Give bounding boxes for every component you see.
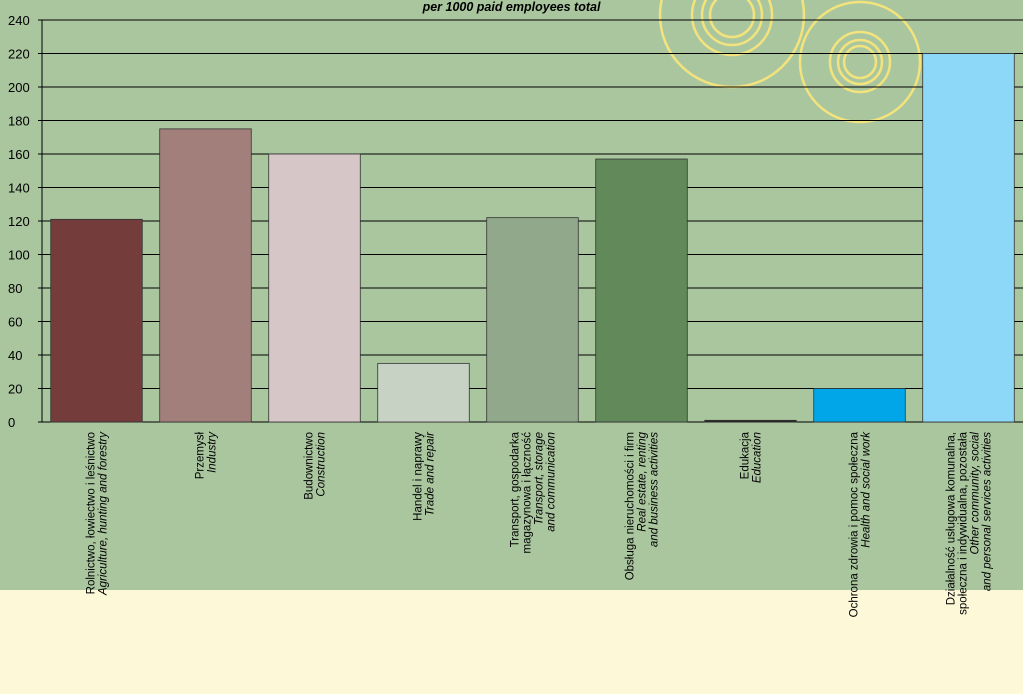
category-label-en: Construction (316, 432, 328, 497)
x-tick-label: Rolnictwo, łowiectwo i leśnictwo Agricult… (86, 431, 110, 596)
category-label-pl: Edukacja (740, 431, 752, 479)
y-tick-label: 140 (8, 181, 30, 196)
category-label-en: Real estate, renting (637, 431, 649, 531)
y-tick-label: 220 (8, 47, 30, 62)
y-tick-label: 0 (8, 415, 15, 430)
category-label-pl: Obsługa nieruchomości i firm (625, 432, 637, 580)
y-axis: 0 20 40 60 80 100 120 140 160 180 200 220 240 (8, 13, 43, 430)
category-label-en: and communication (546, 432, 558, 532)
category-label-pl: Rolnictwo, łowiectwo i leśnictwo (86, 432, 98, 594)
footer-band (0, 590, 1023, 694)
gears-icon (658, 0, 922, 124)
category-label-en: and personal services activities (982, 432, 994, 591)
x-tick-label: Budownictwo Construction (304, 432, 328, 500)
category-label-pl: Transport, gospodarka (510, 431, 522, 547)
bar (268, 153, 361, 423)
y-tick-label: 80 (8, 281, 22, 296)
y-tick-label: 160 (8, 147, 30, 162)
y-tick-label: 40 (8, 348, 22, 363)
y-tick-label: 100 (8, 248, 30, 263)
category-label-en: Education (752, 432, 764, 483)
category-label-pl: Budownictwo (304, 432, 316, 500)
x-tick-label: Edukacja Education (740, 431, 764, 483)
x-axis-labels: Rolnictwo, łowiectwo i leśnictwo Agricult… (86, 431, 994, 618)
category-label-pl: Ochrona zdrowia i pomoc społeczna (849, 431, 861, 617)
x-tick-label: Handel i naprawy Trade and repair (413, 431, 437, 521)
chart-title: per 1000 paid employees total (422, 0, 601, 14)
category-label-en: Trade and repair (425, 431, 437, 516)
y-tick-label: 120 (8, 214, 30, 229)
bar (377, 362, 470, 423)
category-label-en: Industry (207, 431, 219, 473)
x-tick-label: Przemysł Industry (195, 431, 219, 480)
category-label-pl: magazynowa i łączność (522, 432, 534, 554)
category-label-pl: Przemysł (195, 432, 207, 480)
category-label-en: and business activities (649, 432, 661, 547)
x-tick-label: Transport, gospodarka magazynowa i łączno… (510, 431, 558, 553)
bar (813, 388, 906, 423)
category-label-en: Other community, social (970, 432, 982, 555)
bar (704, 419, 797, 423)
x-tick-label: Obsługa nieruchomości i firm Real estate,… (625, 431, 661, 580)
bar (50, 218, 143, 423)
y-tick-label: 20 (8, 382, 22, 397)
bar (595, 158, 688, 423)
bar (486, 217, 579, 423)
y-tick-label: 240 (8, 13, 30, 28)
x-tick-label: Ochrona zdrowia i pomoc społeczna Health … (849, 431, 873, 618)
category-label-pl: Handel i naprawy (413, 432, 425, 521)
x-tick-label: Działalność usługowa komunalna, społeczna… (946, 431, 994, 614)
category-label-pl: Działalność usługowa komunalna, (946, 432, 958, 605)
bars (50, 53, 1015, 423)
category-label-en: Transport, storage (534, 432, 546, 525)
y-tick-label: 180 (8, 114, 30, 129)
category-label-pl: społeczna i indywidualna, pozostała (958, 431, 970, 614)
category-label-en: Agriculture, hunting and forestry (98, 431, 110, 596)
y-tick-label: 200 (8, 80, 30, 95)
y-tick-label: 60 (8, 315, 22, 330)
category-label-en: Health and social work (861, 431, 873, 548)
bar (922, 53, 1015, 423)
bar (159, 128, 252, 423)
